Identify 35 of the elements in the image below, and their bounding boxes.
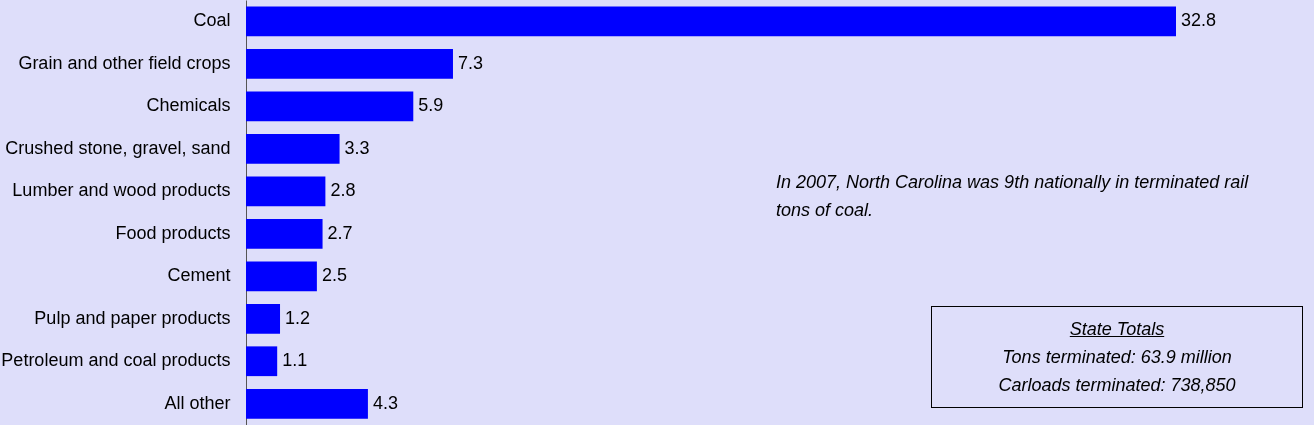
bar	[246, 303, 281, 334]
bar	[246, 388, 368, 419]
bar	[246, 6, 1176, 37]
data-label: 5.9	[418, 95, 444, 116]
y-tick-label: Coal	[193, 10, 231, 31]
data-label: 2.7	[327, 222, 353, 243]
data-label: 2.5	[321, 265, 347, 286]
bar	[246, 133, 340, 164]
y-tick-label: Pulp and paper products	[34, 307, 231, 328]
annotation: Carloads terminated: 738,850	[997, 374, 1237, 397]
note-box: State Totals Tons terminated: 63.9 million Carloads terminated: 738,850	[931, 306, 1303, 408]
y-tick-label: Food products	[115, 222, 231, 243]
data-label: 32.8	[1181, 10, 1217, 31]
data-label: 4.3	[372, 392, 398, 413]
bar	[246, 48, 453, 79]
bar	[246, 346, 278, 377]
annotation: State Totals	[1068, 318, 1166, 341]
y-tick-label: Lumber and wood products	[12, 180, 231, 201]
bar	[246, 218, 323, 249]
bar	[246, 91, 414, 122]
data-label: 2.8	[330, 180, 356, 201]
y-tick-label: Crushed stone, gravel, sand	[5, 137, 231, 158]
y-tick-label: Grain and other field crops	[18, 52, 231, 73]
data-label: 7.3	[457, 52, 484, 73]
data-label: 1.2	[285, 307, 311, 328]
annotation: Tons terminated: 63.9 million	[1001, 346, 1233, 369]
annotation: In 2007, North Carolina was 9th nationally in terminated rail tons of coal.	[776, 171, 1250, 222]
bar	[246, 261, 317, 292]
data-label: 3.3	[344, 137, 370, 158]
y-tick-label: Petroleum and coal products	[1, 350, 231, 371]
bar	[246, 176, 326, 207]
y-tick-label: Cement	[167, 265, 231, 286]
y-tick-label: All other	[164, 392, 231, 413]
data-label: 1.1	[282, 350, 308, 371]
y-tick-label: Chemicals	[146, 95, 231, 116]
